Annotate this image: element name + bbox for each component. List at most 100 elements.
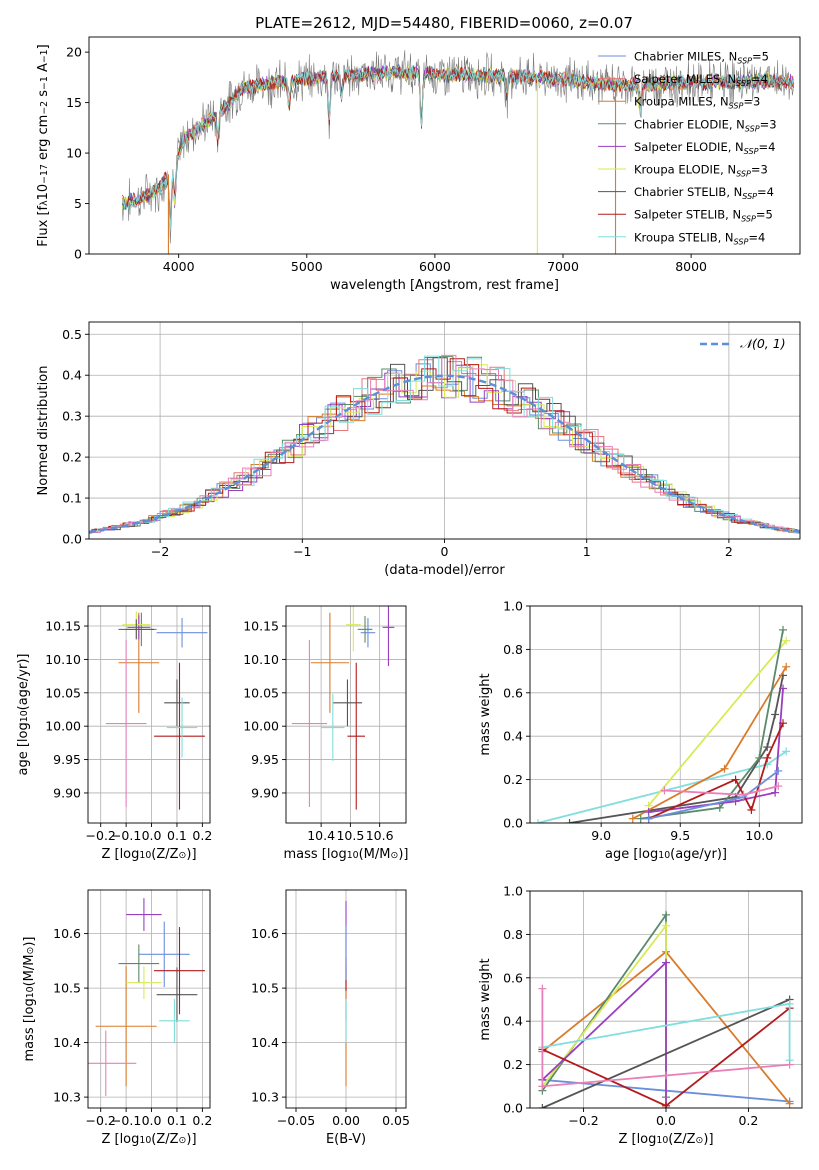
weight-line: [541, 988, 790, 1088]
x-tick-label: 0.00: [332, 1113, 360, 1128]
weight-line: [664, 785, 779, 796]
x-tick-label: 0.0: [656, 1113, 676, 1128]
x-tick-label: 6000: [419, 259, 451, 274]
y-tick-label: 0.4: [62, 368, 82, 383]
x-tick-label: 9.5: [670, 828, 690, 843]
legend-label: Salpeter STELIB, NSSP=5: [634, 208, 773, 224]
x-tick-label: −0.1: [111, 1113, 141, 1128]
y-tick-label: 0.3: [62, 409, 82, 424]
axes-age_vs_mass: 10.4 10.5 10.6 9.90 9.95 10.00 10.05 10.10 10.15…: [243, 605, 408, 862]
axes-frame: [87, 889, 211, 1109]
y-tick-label: 10.4: [251, 1035, 279, 1050]
weight-line: [541, 960, 667, 1108]
y-tick-label: 9.90: [53, 785, 81, 800]
x-tick-label: 0.0: [142, 828, 162, 843]
y-tick-label: 15: [66, 95, 82, 110]
legend-label: Salpeter MILES, NSSP=4: [634, 72, 768, 88]
x-axis-label: age [log10(age/yr)]: [605, 847, 727, 862]
x-tick-label: −0.2: [86, 828, 116, 843]
y-tick-label: 1.0: [503, 599, 523, 614]
axes-age_vs_Z: −0.2−0.1 0.0 0.1 0.2 9.90 9.95 10.00 10.05 10.10…: [16, 605, 212, 862]
legend-label: Kroupa ELODIE, NSSP=3: [634, 163, 768, 179]
legend-label: Salpeter ELODIE, NSSP=4: [634, 140, 775, 156]
y-tick-label: 10.3: [53, 1090, 81, 1105]
y-tick-label: 10.3: [251, 1090, 279, 1105]
y-tick-label: 10.05: [243, 685, 279, 700]
x-tick-label: 0.1: [167, 828, 187, 843]
y-tick-label: 10.5: [53, 981, 81, 996]
y-tick-label: 1.0: [503, 884, 523, 899]
model-kroupa-stelib: [121, 65, 794, 228]
x-tick-label: 0.2: [738, 1113, 758, 1128]
axes-mass_vs_Z: −0.2−0.1 0.0 0.1 0.2 10.3 10.4 10.5 10.6 Z [log1…: [22, 889, 212, 1147]
y-tick-label: 0.5: [62, 327, 82, 342]
x-tick-label: 10.5: [336, 828, 364, 843]
weight-line: [640, 629, 784, 820]
y-tick-label: 10.5: [251, 981, 279, 996]
axes-mass_vs_ebv: −0.05 0.00 0.05 10.3 10.4 10.5 10.6 E(B-V): [251, 889, 410, 1147]
y-axis-label: mass weight: [478, 958, 493, 1040]
legend-label: Chabrier ELODIE, NSSP=3: [634, 117, 777, 133]
plot-area-weight_vs_Z: [538, 910, 794, 1108]
legend-label: Chabrier STELIB, NSSP=4: [634, 185, 774, 201]
x-tick-label: −0.05: [277, 1113, 315, 1128]
x-axis-label: (data-model)/error: [384, 563, 505, 578]
y-tick-label: 0.0: [62, 532, 82, 547]
legend-label: Kroupa MILES, NSSP=3: [634, 95, 760, 111]
axes-frame: [285, 605, 407, 824]
x-tick-label: −0.1: [111, 828, 141, 843]
residual-histogram: [89, 355, 800, 534]
axes-frame: [88, 36, 801, 255]
y-tick-label: 10.05: [45, 685, 81, 700]
plot-area-mass_vs_Z: [88, 898, 205, 1097]
x-tick-label: 1: [583, 544, 591, 559]
y-tick-label: 9.95: [251, 752, 279, 767]
x-tick-label: 10.0: [745, 828, 773, 843]
x-tick-label: 10.6: [366, 828, 394, 843]
residual-histogram: [89, 354, 800, 533]
figure-title: PLATE=2612, MJD=54480, FIBERID=0060, z=0…: [255, 14, 633, 32]
axes-frame: [529, 605, 803, 824]
x-tick-label: 0.2: [192, 828, 212, 843]
x-tick-label: 7000: [547, 259, 579, 274]
x-axis-label: Z [log10(Z/Z⊙)]: [101, 847, 196, 862]
x-axis-label: wavelength [Angstrom, rest frame]: [330, 278, 559, 293]
y-tick-label: 0.6: [503, 685, 523, 700]
y-tick-label: 0.1: [62, 491, 82, 506]
normal-reference-curve: [89, 374, 800, 533]
y-tick-label: 0.6: [503, 970, 523, 985]
y-tick-label: 0.4: [503, 1014, 523, 1029]
x-tick-label: 10.4: [307, 828, 335, 843]
y-axis-label: mass [log10(M/M⊙)]: [22, 937, 37, 1062]
y-tick-label: 0.0: [503, 816, 523, 831]
y-axis-label: Normed distribution: [36, 366, 51, 496]
y-tick-label: 10.15: [243, 619, 279, 634]
plot-area-age_vs_mass: [291, 606, 395, 810]
legend: Chabrier MILES, NSSP=5 Salpeter MILES, NS…: [598, 50, 777, 246]
x-tick-label: 9.0: [591, 828, 611, 843]
y-tick-label: 5: [74, 196, 82, 211]
plot-area-weight_vs_age: [533, 625, 791, 823]
y-tick-label: 0.2: [503, 1057, 523, 1072]
x-axis-label: Z [log10(Z/Z⊙)]: [618, 1132, 713, 1147]
axes-residuals: −2 −1 0 1 2 0.0 0.1 0.2 0.3 0.4 0.5 (data-model)/er…: [36, 321, 801, 578]
y-tick-label: 10.4: [53, 1035, 81, 1050]
y-tick-label: 9.95: [53, 752, 81, 767]
plot-area-age_vs_Z: [105, 611, 208, 810]
y-tick-label: 10.6: [251, 926, 279, 941]
model-salpeter-stelib: [121, 66, 794, 221]
x-tick-label: 2: [725, 544, 733, 559]
y-tick-label: 10.15: [45, 619, 81, 634]
y-tick-label: 0.8: [503, 642, 523, 657]
y-axis-label: age [log10(age/yr)]: [16, 654, 31, 776]
plot-area-residuals: [89, 354, 800, 534]
y-tick-label: 0: [74, 247, 82, 262]
axes-weight_vs_Z: −0.2 0.0 0.2 0.0 0.2 0.4 0.6 0.8 1.0 Z [log10(Z/Z…: [478, 884, 803, 1147]
x-tick-label: 0.1: [167, 1113, 187, 1128]
y-tick-label: 0.0: [503, 1101, 523, 1116]
x-tick-label: −0.2: [86, 1113, 116, 1128]
weight-line: [647, 640, 787, 807]
y-tick-label: 20: [66, 45, 82, 60]
axes-spectrum: 4000 5000 6000 7000 8000 0 5 10 15 20 wavelength […: [36, 36, 801, 293]
